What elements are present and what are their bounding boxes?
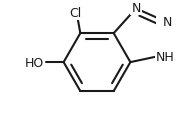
Text: HO: HO: [24, 56, 44, 69]
Text: Cl: Cl: [70, 7, 82, 20]
Text: N: N: [131, 2, 141, 15]
Text: N: N: [163, 16, 172, 29]
Text: NH: NH: [156, 50, 175, 63]
